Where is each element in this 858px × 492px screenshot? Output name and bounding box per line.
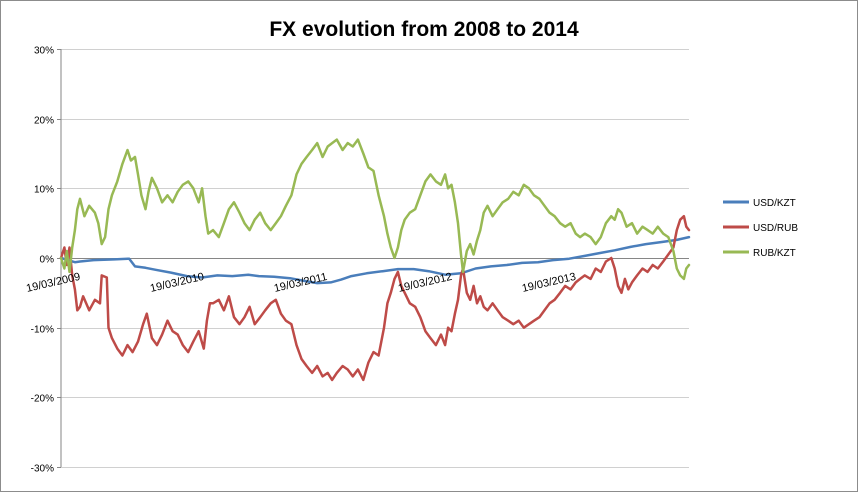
grid: [61, 49, 689, 468]
y-tick-label: 0%: [40, 255, 55, 266]
y-tick-label: -30%: [31, 464, 54, 475]
y-tick-label: -10%: [31, 325, 54, 336]
legend-label-usd-rub: USD/RUB: [753, 223, 798, 234]
y-tick-label: 30%: [34, 46, 54, 57]
y-tick-label: -20%: [31, 394, 54, 405]
y-tick-label: 10%: [34, 185, 54, 196]
legend-label-usd-kzt: USD/KZT: [753, 198, 796, 209]
y-axis-ticks: 30% 20% 10% 0% -10% -20% -30%: [31, 46, 61, 475]
x-tick-label: 19/03/2013: [521, 271, 577, 295]
series-line-usd-rub: [59, 214, 691, 382]
series-line-rub-kzt: [59, 138, 691, 281]
y-tick-label: 20%: [34, 116, 54, 127]
legend-label-rub-kzt: RUB/KZT: [753, 248, 796, 259]
chart-title: FX evolution from 2008 to 2014: [269, 18, 579, 41]
series-line-usd-kzt: [59, 235, 691, 285]
x-tick-label: 19/03/2009: [25, 271, 81, 295]
series-lines: [59, 138, 691, 382]
x-tick-label: 19/03/2011: [273, 271, 329, 295]
legend: USD/KZT USD/RUB RUB/KZT: [723, 198, 798, 259]
x-tick-label: 19/03/2012: [397, 271, 453, 295]
